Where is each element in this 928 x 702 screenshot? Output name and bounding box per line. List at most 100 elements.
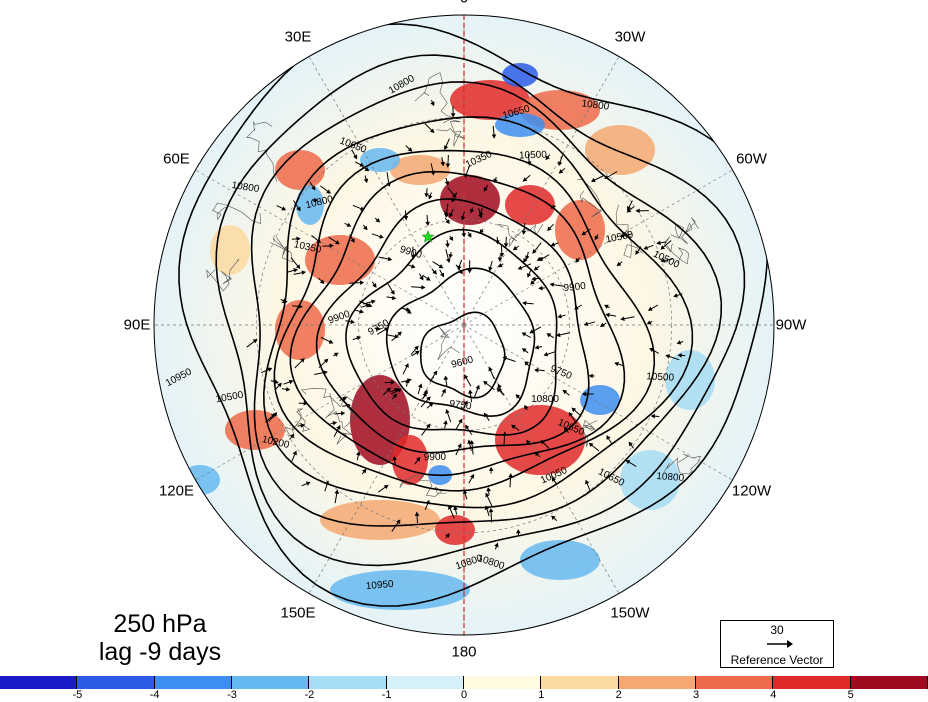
- wind-vector: [529, 326, 542, 334]
- wind-vector: [352, 335, 362, 341]
- contour-label: 10500: [605, 229, 635, 245]
- wind-vector: [429, 370, 438, 382]
- wind-vector: [345, 319, 355, 325]
- wind-vector: [455, 443, 462, 456]
- wind-vector: [291, 236, 301, 242]
- wind-vector: [665, 354, 680, 361]
- wind-vector: [425, 214, 430, 227]
- wind-vector: [484, 505, 490, 517]
- wind-vector: [488, 260, 493, 272]
- wind-vector: [469, 207, 475, 214]
- wind-vector: [293, 270, 307, 275]
- wind-vector: [444, 138, 450, 150]
- wind-vector: [445, 533, 450, 539]
- wind-vector: [421, 423, 431, 436]
- wind-vector: [430, 163, 436, 176]
- wind-vector: [286, 268, 299, 273]
- wind-vector: [521, 222, 527, 235]
- wind-vector: [339, 396, 348, 401]
- colorbar-segment: [232, 676, 310, 689]
- longitude-label: 0: [460, 0, 468, 7]
- colorbar-tick-label: 0: [460, 689, 468, 701]
- wind-vector: [430, 99, 435, 107]
- wind-vector: [543, 351, 556, 357]
- wind-vector: [424, 499, 430, 510]
- wind-vector: [403, 307, 412, 314]
- wind-vector: [281, 386, 291, 392]
- colorbar-tick-label: 4: [770, 689, 777, 701]
- contour-label: 9750: [449, 399, 473, 413]
- wind-vector: [281, 299, 288, 305]
- wind-vector: [486, 487, 491, 495]
- wind-vector: [322, 243, 334, 248]
- wind-vector: [590, 175, 604, 183]
- wind-vectors: [246, 99, 686, 550]
- colorbar-segment: [154, 676, 232, 689]
- wind-vector: [604, 304, 610, 309]
- colorbar-tick-label: 2: [615, 689, 622, 701]
- wind-vector: [575, 257, 580, 263]
- wind-vector: [314, 370, 328, 375]
- wind-vector: [511, 424, 520, 431]
- longitude-label: 150E: [280, 604, 316, 622]
- wind-vector: [588, 373, 595, 379]
- anomaly-patch: [275, 300, 325, 360]
- wind-vector: [557, 313, 566, 319]
- meridian-line: [463, 324, 620, 594]
- height-contour: [289, 170, 626, 477]
- wind-vector: [361, 468, 367, 475]
- colorbar-tick-label: -2: [304, 689, 315, 701]
- wind-vector: [443, 420, 448, 429]
- wind-vector: [547, 223, 554, 232]
- wind-vector: [660, 240, 672, 250]
- meridian-line: [463, 324, 733, 481]
- coastline: [325, 392, 353, 445]
- coastline: [663, 453, 701, 475]
- wind-vector: [342, 403, 352, 408]
- wind-vector: [465, 424, 473, 435]
- wind-vector: [521, 348, 529, 354]
- wind-vector: [447, 187, 457, 199]
- coastline: [300, 388, 356, 428]
- wind-vector: [374, 326, 381, 331]
- wind-vector: [291, 450, 297, 462]
- colorbar-segment: [0, 676, 78, 689]
- wind-vector: [497, 263, 504, 268]
- wind-vector: [386, 281, 395, 295]
- wind-vector: [455, 418, 463, 430]
- wind-vector: [445, 409, 452, 423]
- wind-vector: [414, 456, 421, 465]
- wind-vector: [677, 353, 686, 358]
- wind-vector: [420, 396, 431, 408]
- wind-vector: [526, 153, 532, 166]
- longitude-label: 30E: [284, 28, 312, 46]
- wind-vector: [656, 240, 667, 246]
- wind-vector: [311, 235, 321, 244]
- wind-vector: [377, 484, 389, 493]
- wind-vector: [646, 320, 653, 325]
- wind-vector: [422, 274, 431, 281]
- wind-vector: [493, 176, 498, 184]
- coastline: [436, 119, 465, 147]
- wind-vector: [408, 264, 416, 269]
- wind-vector: [546, 333, 555, 339]
- wind-vector: [512, 245, 520, 251]
- contour-label: 10800: [581, 98, 610, 112]
- wind-vector: [391, 519, 401, 532]
- meridian-line: [463, 56, 620, 326]
- colorbar-segment: [464, 676, 542, 689]
- wind-vector: [479, 228, 484, 234]
- wind-vector: [428, 192, 433, 200]
- wind-vector: [467, 439, 472, 451]
- wind-vector: [550, 242, 559, 247]
- wind-vector: [533, 265, 540, 271]
- longitude-label: 180: [451, 643, 477, 661]
- wind-vector: [635, 246, 642, 255]
- wind-vector: [488, 366, 495, 380]
- anomaly-patch: [440, 175, 500, 225]
- coastline: [245, 121, 278, 182]
- wind-vector: [426, 402, 434, 409]
- wind-vector: [441, 388, 446, 397]
- wind-vector: [410, 345, 419, 355]
- wind-vector: [582, 391, 594, 397]
